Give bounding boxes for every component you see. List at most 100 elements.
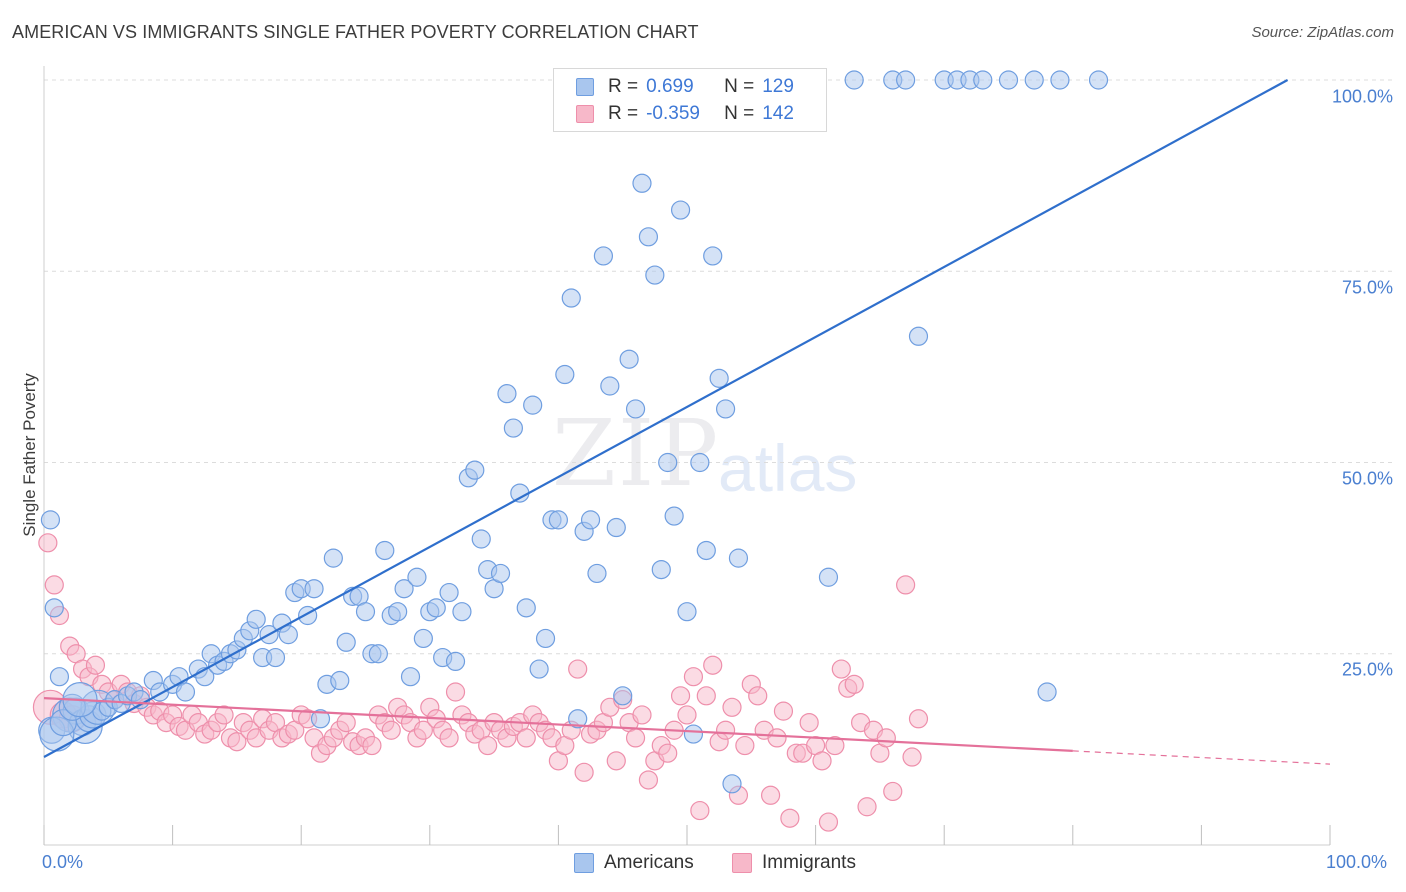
americans-point <box>336 632 356 652</box>
immigrants-point <box>767 728 787 748</box>
americans-point <box>613 686 633 706</box>
legend-immigrants-n: 142 <box>762 103 794 124</box>
americans-point <box>310 709 331 729</box>
legend-n-label: N = <box>724 76 755 97</box>
americans-point <box>1050 70 1070 90</box>
americans-point <box>703 246 723 266</box>
americans-swatch <box>576 78 594 96</box>
americans-point <box>130 690 151 710</box>
americans-point <box>683 724 704 744</box>
americans-point <box>658 452 678 473</box>
americans-point <box>998 70 1019 90</box>
americans-point <box>908 326 929 346</box>
americans-point <box>503 418 523 438</box>
americans-point <box>497 384 517 404</box>
immigrants-point <box>883 781 903 802</box>
watermark-atlas: atlas <box>718 431 858 505</box>
legend-row-immigrants: R = -0.359 N = 142 <box>576 102 794 126</box>
americans-point <box>728 548 749 568</box>
bottom-legend: Americans Immigrants <box>0 852 1406 878</box>
bottom-legend-americans: Americans <box>574 852 694 874</box>
americans-point <box>548 510 569 530</box>
immigrants-point <box>439 728 459 748</box>
americans-point <box>722 774 742 794</box>
legend-immigrants-r: -0.359 <box>646 103 700 124</box>
bottom-legend-americans-label: Americans <box>604 852 694 873</box>
legend-americans-r: 0.699 <box>646 76 694 97</box>
americans-point <box>330 670 350 691</box>
immigrants-point <box>478 735 498 756</box>
immigrants-point <box>722 697 742 717</box>
immigrants-point <box>844 674 864 694</box>
americans-point <box>580 510 601 530</box>
immigrants-point <box>214 705 234 725</box>
americans-point <box>375 540 395 561</box>
y-axis-label: Single Father Poverty <box>20 373 39 537</box>
americans-point <box>677 602 697 622</box>
legend-r-label: R = <box>608 103 639 124</box>
americans-point <box>1037 682 1057 702</box>
immigrants-trend-line <box>43 697 1073 753</box>
immigrants-point <box>670 686 691 706</box>
americans-point <box>439 582 459 603</box>
americans-point <box>619 349 639 369</box>
immigrants-point <box>568 659 588 679</box>
americans-point <box>516 598 536 618</box>
bottom-legend-immigrants: Immigrants <box>732 852 856 874</box>
americans-point <box>394 579 414 599</box>
americans-point <box>561 288 581 308</box>
americans-point <box>388 602 408 622</box>
americans-point <box>471 529 491 549</box>
americans-point <box>632 173 652 193</box>
immigrants-trend-extension <box>1072 750 1331 765</box>
immigrants-point <box>606 751 626 771</box>
americans-point <box>555 364 575 385</box>
americans-point <box>523 395 543 415</box>
americans-point <box>413 628 433 649</box>
immigrants-point <box>362 735 382 756</box>
americans-point <box>651 559 671 580</box>
immigrants-point <box>638 770 659 790</box>
legend-americans-n: 129 <box>762 76 794 97</box>
americans-point <box>896 70 916 90</box>
americans-point <box>709 368 729 388</box>
americans-point <box>625 399 646 419</box>
americans-point <box>844 70 864 90</box>
immigrants-point <box>812 751 832 771</box>
immigrants-point <box>715 720 736 740</box>
americans-point <box>1088 70 1109 90</box>
americans-point <box>452 602 472 622</box>
immigrants-point <box>773 701 794 721</box>
immigrants-point <box>799 712 819 733</box>
y-tick-label-50: 50.0% <box>1341 468 1393 489</box>
americans-point <box>49 667 70 687</box>
immigrants-point <box>825 735 845 756</box>
americans-point <box>587 563 607 584</box>
legend-r-label: R = <box>608 76 639 97</box>
immigrants-point <box>677 705 697 725</box>
immigrants-point <box>696 686 716 706</box>
americans-point <box>278 625 298 645</box>
immigrants-point <box>516 728 536 748</box>
americans-point <box>407 567 427 587</box>
immigrants-point <box>683 667 704 687</box>
immigrants-point <box>445 682 466 702</box>
immigrants-point <box>625 728 646 748</box>
americans-swatch <box>574 853 594 873</box>
immigrants-point <box>748 686 768 706</box>
immigrants-swatch <box>576 105 594 123</box>
immigrants-swatch <box>732 853 752 873</box>
immigrants-point <box>44 575 64 595</box>
americans-point <box>175 682 196 702</box>
immigrants-point <box>381 720 401 740</box>
immigrants-point <box>780 808 800 828</box>
legend-n-label: N = <box>724 103 755 124</box>
americans-point <box>715 399 736 419</box>
americans-point <box>818 567 839 587</box>
immigrants-point <box>690 800 710 821</box>
americans-point <box>465 460 485 480</box>
americans-point <box>44 598 64 618</box>
americans-point <box>645 265 665 285</box>
americans-point <box>355 602 376 622</box>
